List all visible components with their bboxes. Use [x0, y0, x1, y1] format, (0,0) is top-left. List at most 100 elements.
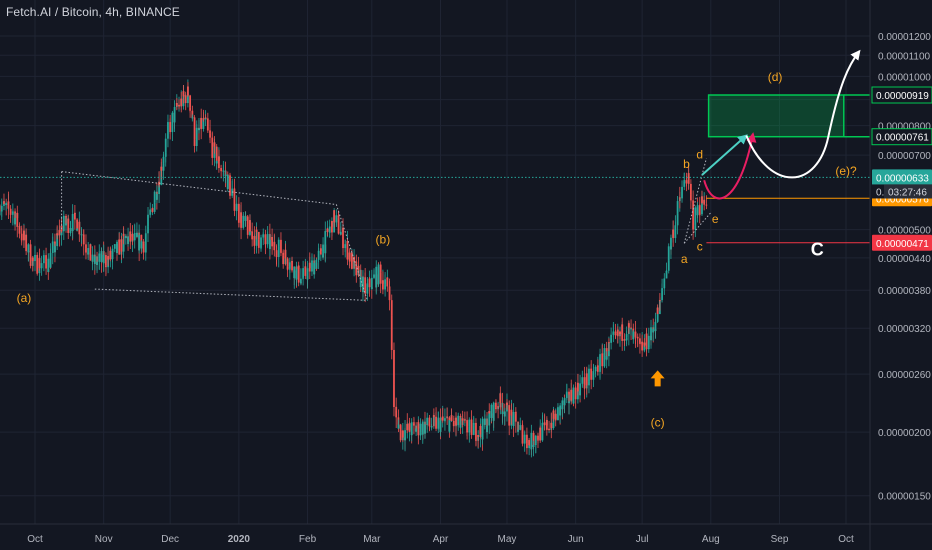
- x-tick-label: Nov: [95, 534, 113, 545]
- candle-body: [209, 133, 211, 138]
- candle-body: [56, 233, 59, 247]
- candle-body: [333, 210, 336, 223]
- candle-body: [277, 239, 280, 247]
- countdown-prefix: 0.: [876, 187, 884, 198]
- candle-body: [455, 417, 457, 426]
- candle-body: [570, 389, 573, 401]
- candle-body: [370, 277, 373, 289]
- candle-body: [647, 347, 650, 350]
- countdown-label: 03:27:46: [888, 187, 927, 198]
- x-tick-label: May: [498, 534, 517, 545]
- candle-body: [308, 262, 311, 272]
- target-price-tag: [871, 86, 932, 104]
- candle-body: [253, 236, 256, 246]
- candle-body: [211, 142, 214, 158]
- candle-body: [432, 415, 435, 417]
- candle-body: [222, 170, 225, 172]
- candle-body: [554, 413, 557, 421]
- price-axis[interactable]: 0.000012000.000011000.000010000.00000900…: [869, 0, 932, 550]
- candle-body: [428, 425, 431, 427]
- wave-label: C: [811, 239, 824, 259]
- candle-body: [109, 250, 112, 260]
- candle-body: [667, 246, 670, 261]
- candle-body: [437, 417, 440, 419]
- candle-body: [590, 368, 593, 380]
- candle-body: [408, 423, 411, 432]
- candle-body: [344, 244, 347, 247]
- x-tick-label: Apr: [433, 534, 449, 545]
- candle-body: [388, 291, 391, 301]
- candle-body: [689, 183, 692, 195]
- candle-body: [605, 356, 608, 360]
- candle-body: [645, 333, 648, 350]
- candle-body: [25, 234, 28, 252]
- candle-body: [304, 266, 307, 276]
- candle-body: [5, 203, 8, 205]
- candle-body: [514, 413, 517, 422]
- candle-body: [694, 207, 697, 226]
- candle-body: [297, 265, 300, 283]
- candle-body: [610, 337, 613, 343]
- candle-body: [51, 241, 54, 246]
- candle-body: [472, 425, 475, 435]
- candle-body: [69, 228, 72, 230]
- candle-body: [38, 258, 41, 269]
- candle-body: [275, 256, 278, 258]
- candle-body: [572, 387, 575, 404]
- candle-body: [102, 255, 105, 264]
- candle-body: [138, 234, 141, 251]
- candle-body: [240, 212, 242, 228]
- level-price-label: 0.00000633: [876, 173, 929, 184]
- y-tick-label: 0.00000380: [878, 286, 931, 297]
- candle-body: [357, 265, 360, 270]
- y-tick-label: 0.00000700: [878, 151, 931, 162]
- candle-body: [18, 226, 21, 234]
- candle-body: [153, 191, 156, 203]
- candle-body: [636, 336, 639, 338]
- candle-body: [497, 406, 500, 408]
- candle-body: [366, 284, 369, 294]
- candle-body: [457, 415, 460, 422]
- candle-body: [16, 212, 19, 227]
- projection-arrow-teal: [701, 134, 748, 176]
- candle-body: [213, 142, 216, 147]
- candle-body: [608, 342, 610, 344]
- candle-body: [36, 254, 39, 273]
- y-tick-label: 0.00001200: [878, 32, 931, 43]
- candle-body: [96, 261, 98, 266]
- y-tick-label: 0.00000150: [878, 492, 931, 503]
- candle-body: [331, 221, 333, 233]
- candle-body: [404, 430, 406, 441]
- candle-body: [636, 337, 639, 339]
- candle-body: [472, 422, 475, 426]
- candle-body: [313, 262, 316, 275]
- candle-body: [468, 419, 471, 427]
- candle-body: [676, 201, 679, 214]
- candle-body: [191, 110, 194, 119]
- candle-body: [406, 423, 409, 431]
- candle-body: [687, 173, 690, 184]
- y-tick-label: 0.00000260: [878, 370, 931, 381]
- candle-body: [235, 209, 238, 211]
- time-axis[interactable]: Oct Nov Dec 2020 Feb Mar Apr May Jun Jul Aug Sep Oct: [0, 523, 932, 545]
- candle-body: [162, 156, 165, 164]
- candle-body: [446, 416, 449, 418]
- candle-body: [583, 385, 586, 389]
- candle-body: [683, 180, 686, 182]
- candle-body: [641, 341, 644, 351]
- candle-body: [623, 339, 626, 341]
- candle-body: [184, 95, 187, 104]
- candle-body: [251, 231, 254, 240]
- candle-body: [603, 348, 606, 358]
- candle-body: [634, 331, 637, 337]
- candle-body: [401, 430, 404, 438]
- candle-body: [656, 307, 659, 315]
- candle-body: [658, 300, 661, 301]
- candle-body: [45, 261, 47, 269]
- candle-body: [479, 426, 482, 435]
- candle-body: [450, 415, 453, 421]
- candle-body: [317, 250, 320, 254]
- candle-body: [630, 327, 632, 329]
- candle-body: [379, 272, 382, 284]
